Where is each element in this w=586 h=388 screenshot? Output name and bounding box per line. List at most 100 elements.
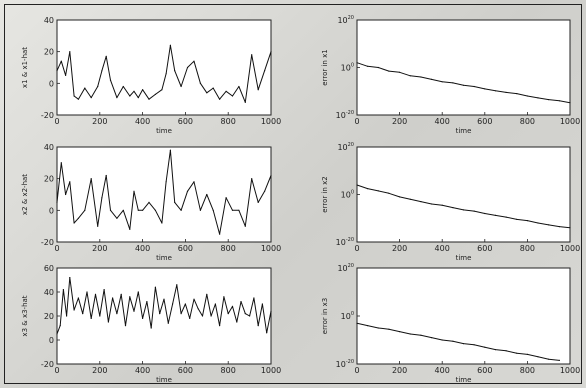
data-point-x2 (244, 225, 246, 227)
data-point-x3 (94, 293, 97, 295)
data-point-x2 (84, 209, 86, 211)
x-tick-label-x2: 400 (135, 244, 150, 253)
x-tick-label-e2: 600 (477, 244, 492, 253)
data-point-x3 (116, 313, 118, 315)
data-point-x1 (116, 97, 118, 99)
data-point-x2 (264, 190, 266, 192)
series-line-e3 (356, 322, 560, 361)
data-point-x3 (249, 315, 251, 317)
x-tick-label-e3: 400 (435, 366, 450, 375)
data-point-x2 (257, 201, 259, 203)
plot-area-e3 (356, 267, 571, 365)
data-point-e1 (367, 65, 369, 67)
data-point-x2 (148, 201, 150, 203)
data-point-x2 (180, 209, 182, 211)
data-point-x1 (270, 51, 272, 53)
x-tick-label-x3: 1000 (261, 366, 281, 375)
data-point-e1 (452, 82, 454, 84)
data-point-e3 (356, 322, 358, 324)
data-point-e1 (558, 100, 561, 102)
data-point-x1 (148, 98, 150, 100)
data-point-e1 (431, 78, 433, 80)
y-tick-label-e2: 100 (341, 190, 354, 200)
data-point-x3 (66, 315, 68, 317)
data-point-x1 (122, 85, 124, 88)
x-tick-label-e1: 800 (520, 117, 535, 126)
plot-area-x3 (56, 267, 272, 365)
data-point-x2 (270, 174, 272, 177)
data-point-e1 (377, 66, 379, 69)
x-tick-label-x1: 200 (92, 117, 107, 126)
data-point-e3 (452, 340, 454, 342)
data-point-e3 (526, 353, 529, 355)
y-tick-label-e1: 1020 (337, 15, 354, 25)
data-point-x1 (109, 79, 112, 81)
x-tick-label-x1: 600 (178, 117, 193, 126)
data-point-e1 (441, 81, 443, 83)
data-point-x3 (112, 297, 114, 299)
data-point-x3 (227, 313, 229, 315)
data-point-e2 (484, 212, 486, 215)
x-tick-label-x2: 0 (54, 244, 59, 253)
y-tick-label-x1: 20 (44, 48, 54, 57)
data-point-e1 (537, 97, 539, 99)
data-point-x2 (186, 190, 189, 192)
data-point-x2 (142, 209, 144, 211)
data-point-x3 (197, 308, 199, 310)
data-point-x3 (261, 303, 263, 305)
plot-area-e2 (356, 146, 571, 243)
data-point-x2 (69, 181, 71, 183)
data-point-e1 (516, 93, 518, 95)
data-point-x3 (120, 293, 122, 295)
data-point-e1 (473, 85, 475, 88)
data-point-x3 (150, 327, 152, 329)
data-point-e3 (462, 343, 465, 345)
data-point-x1 (129, 95, 131, 97)
data-point-e3 (420, 334, 422, 336)
x-tick-label-x3: 600 (178, 366, 193, 375)
data-point-e3 (484, 346, 486, 348)
y-tick-label-x3: 0 (49, 336, 54, 345)
x-tick-label-e3: 200 (392, 366, 407, 375)
y-tick-label-x3: 60 (44, 264, 54, 273)
data-point-e3 (399, 331, 401, 333)
data-point-e1 (420, 76, 422, 78)
data-point-x3 (189, 317, 191, 319)
data-point-e2 (388, 192, 390, 194)
data-point-x2 (174, 201, 176, 203)
data-point-e2 (516, 218, 518, 220)
y-tick-label-x3: 40 (44, 288, 54, 297)
data-point-x2 (212, 209, 214, 211)
x-tick-label-x1: 400 (135, 117, 150, 126)
data-point-x2 (60, 162, 62, 164)
data-point-e1 (388, 70, 390, 72)
data-point-x2 (77, 217, 79, 219)
x-tick-label-x2: 1000 (261, 244, 281, 253)
data-point-x1 (90, 97, 92, 99)
x-axis-label-x1: time (156, 127, 172, 135)
y-tick-label-x1: -20 (41, 111, 54, 120)
data-point-x2 (169, 149, 171, 151)
x-tick-label-e2: 0 (354, 244, 359, 253)
data-point-x3 (240, 301, 242, 303)
y-tick-label-e3: 10-20 (336, 359, 354, 369)
data-point-x3 (236, 321, 238, 323)
data-point-x3 (231, 305, 234, 307)
plot-area-e1 (356, 19, 571, 116)
x-tick-label-e1: 0 (354, 117, 359, 126)
y-tick-label-x2: 20 (44, 175, 54, 184)
data-point-x1 (231, 95, 234, 97)
data-point-e3 (441, 339, 443, 341)
data-point-x3 (172, 303, 174, 305)
data-point-x1 (69, 51, 71, 53)
data-point-x3 (62, 289, 64, 291)
data-point-e2 (494, 214, 497, 216)
data-point-e3 (537, 356, 539, 358)
y-axis-label-e3: error in x3 (321, 298, 329, 334)
data-point-e3 (558, 359, 561, 361)
data-point-x1 (97, 85, 99, 88)
data-point-x3 (107, 321, 109, 323)
data-point-x3 (219, 325, 221, 327)
